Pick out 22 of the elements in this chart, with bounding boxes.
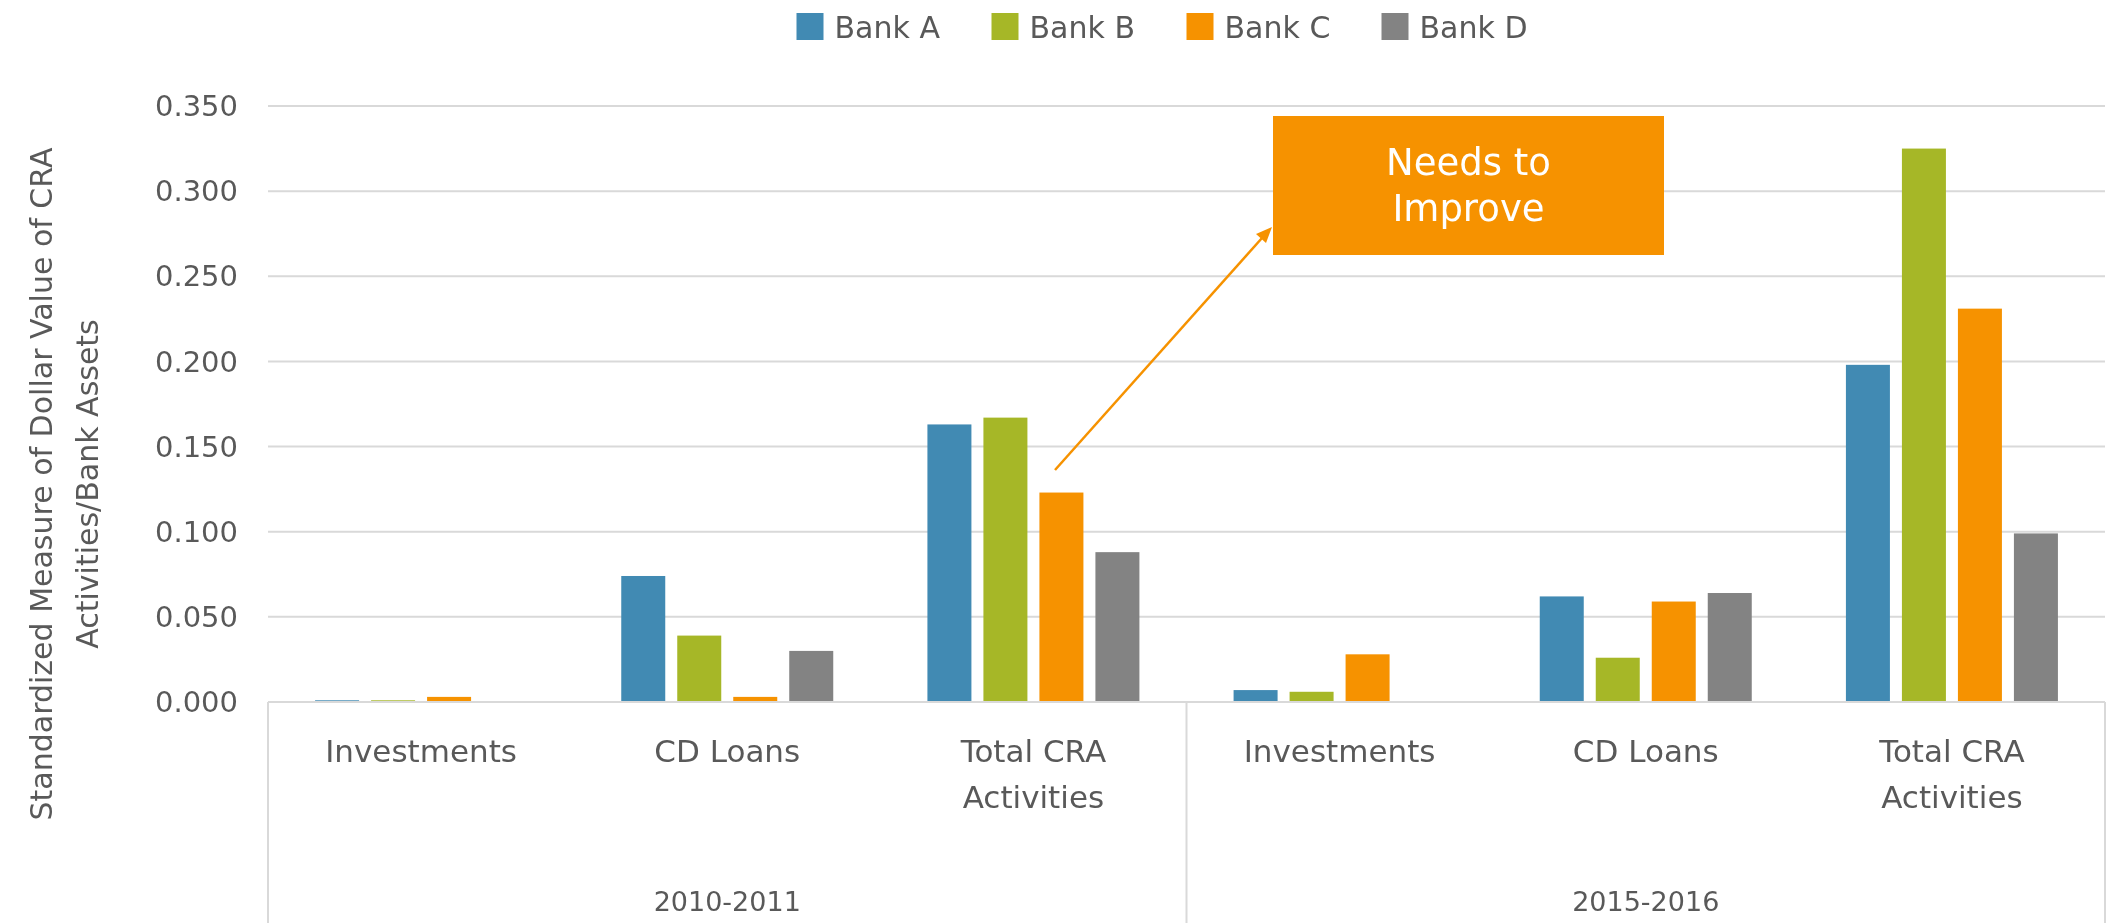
y-tick-label: 0.000 (154, 685, 238, 720)
x-tick-label: Total CRA Activities (959, 733, 1107, 815)
y-tick-label: 0.300 (154, 174, 238, 209)
y-tick-label: 0.100 (154, 514, 238, 549)
legend-label: Bank B (1029, 9, 1135, 45)
y-tick-label: 0.050 (154, 600, 238, 635)
annotation: Needs to Improve (1386, 141, 1551, 231)
y-axis-title: Standardized Measure of Dollar Value of CRA Activities/Bank Assets (24, 147, 105, 821)
text: 2010-2011 (653, 886, 801, 917)
x-tick-label: CD Loans (654, 733, 801, 769)
y-tick-label: 0.200 (154, 344, 238, 379)
x-tick-label: Total CRA Activities (1878, 733, 2025, 815)
text: 2015-2016 (1572, 886, 1720, 917)
x-tick-label: Investments (325, 733, 517, 769)
legend-label: Bank C (1224, 9, 1331, 45)
y-tick-label: 0.150 (154, 429, 238, 464)
x-tick-label: CD Loans (1572, 733, 1719, 769)
y-tick-label: 0.350 (154, 89, 238, 124)
legend-label: Bank A (834, 9, 941, 45)
x-tick-label: Investments (1243, 733, 1436, 769)
y-tick-label: 0.250 (154, 259, 238, 294)
legend-label: Bank D (1419, 9, 1528, 45)
